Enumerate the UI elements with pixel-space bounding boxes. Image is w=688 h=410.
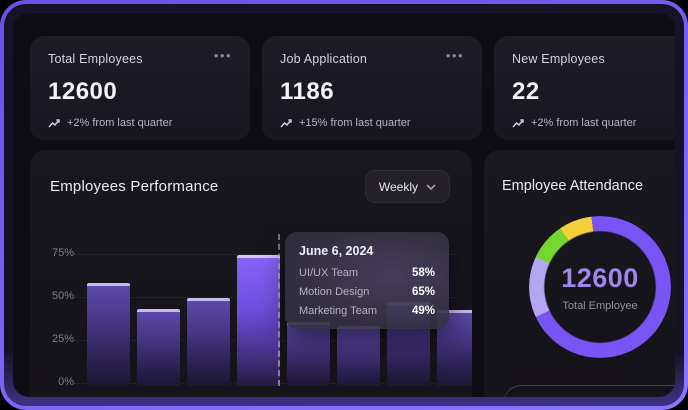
bar-1[interactable] bbox=[87, 283, 130, 386]
trend-text: +2% from last quarter bbox=[531, 117, 637, 129]
bar-3[interactable] bbox=[187, 298, 230, 386]
y-axis-label-25: 25% bbox=[51, 333, 74, 345]
more-options-icon[interactable]: ••• bbox=[445, 48, 464, 63]
period-dropdown-value: Weekly bbox=[378, 179, 418, 194]
tooltip-label: Marketing Team bbox=[299, 305, 378, 317]
stat-card-total-employees: Total Employees ••• 12600 +2% from last … bbox=[30, 36, 250, 140]
employees-performance-card: Employees Performance Weekly 75% 50% 25%… bbox=[30, 150, 472, 397]
tooltip-value: 58% bbox=[411, 267, 435, 279]
trend-up-icon bbox=[512, 118, 525, 129]
period-dropdown[interactable]: Weekly bbox=[364, 170, 450, 203]
attendance-donut-ring[interactable] bbox=[529, 216, 671, 358]
tooltip-row: UI/UX Team 58% bbox=[299, 267, 435, 279]
stat-card-header: Total Employees ••• bbox=[48, 48, 232, 66]
tooltip-label: Motion Design bbox=[299, 286, 370, 298]
stat-value: 22 bbox=[512, 78, 540, 105]
stat-card-job-application: Job Application ••• 1186 +15% from last … bbox=[262, 36, 482, 140]
chart-tooltip: June 6, 2024 UI/UX Team 58% Motion Desig… bbox=[285, 232, 449, 329]
stat-card-header: New Employees ••• bbox=[512, 52, 675, 66]
attendance-title: Employee Attendance bbox=[502, 178, 644, 194]
y-axis-label-50: 50% bbox=[51, 290, 74, 302]
tooltip-row: Marketing Team 49% bbox=[299, 305, 435, 317]
tooltip-value: 49% bbox=[411, 305, 435, 317]
y-axis-label-0: 0% bbox=[58, 376, 74, 388]
stat-card-header: Job Application ••• bbox=[280, 48, 464, 66]
trend-up-icon bbox=[48, 118, 61, 129]
bar-8[interactable] bbox=[437, 310, 472, 386]
more-options-icon[interactable]: ••• bbox=[213, 48, 232, 63]
tooltip-row: Motion Design 65% bbox=[299, 286, 435, 298]
tooltip-label: UI/UX Team bbox=[299, 267, 359, 279]
trend-up-icon bbox=[280, 118, 293, 129]
performance-title: Employees Performance bbox=[50, 178, 219, 195]
hover-guide-line bbox=[278, 234, 280, 386]
gridline-75 bbox=[74, 254, 458, 255]
frame-background: Total Employees ••• 12600 +2% from last … bbox=[4, 4, 684, 406]
stat-card-new-employees: New Employees ••• 22 +2% from last quart… bbox=[494, 36, 675, 140]
tooltip-value: 65% bbox=[411, 286, 435, 298]
bar-2[interactable] bbox=[137, 309, 180, 386]
cutoff-panel-edge bbox=[503, 385, 675, 397]
bar-4[interactable] bbox=[237, 255, 280, 386]
dashboard-panel: Total Employees ••• 12600 +2% from last … bbox=[13, 13, 675, 397]
chevron-down-icon bbox=[426, 183, 436, 190]
bar-5[interactable] bbox=[287, 322, 330, 386]
bar-series bbox=[87, 236, 472, 386]
trend-text: +2% from last quarter bbox=[67, 117, 173, 129]
stat-card-title: Job Application bbox=[280, 52, 368, 66]
y-axis-label-75: 75% bbox=[51, 247, 74, 259]
stat-value: 12600 bbox=[48, 78, 118, 105]
stat-card-title: New Employees bbox=[512, 52, 605, 66]
trend-text: +15% from last quarter bbox=[299, 117, 411, 129]
stat-card-title: Total Employees bbox=[48, 52, 143, 66]
tooltip-date: June 6, 2024 bbox=[299, 244, 374, 258]
employee-attendance-card: Employee Attendance 12600 Total Employee bbox=[484, 150, 675, 397]
bar-6[interactable] bbox=[337, 326, 380, 386]
stat-value: 1186 bbox=[280, 78, 335, 105]
